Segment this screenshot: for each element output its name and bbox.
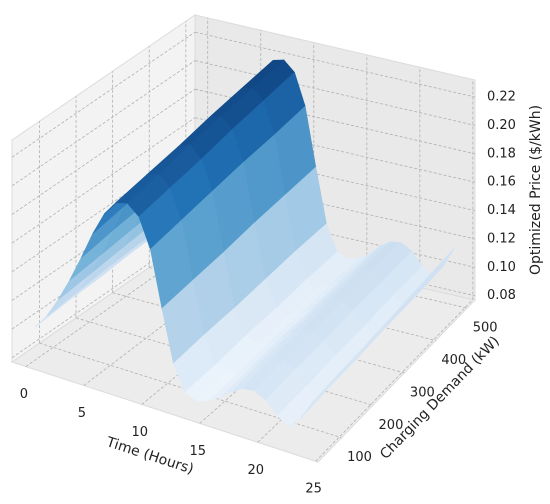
grid-line [315,299,474,462]
grid-line [11,145,196,273]
grid-line [185,241,468,309]
z-tick-label: 0.10 [487,260,516,275]
z-tick-label: 0.08 [487,288,516,303]
y-tick-label: 300 [410,385,435,400]
y-tick-label: 200 [379,418,404,433]
y-tick-label: 400 [441,353,466,368]
z-tick-label: 0.16 [487,175,516,190]
x-tick-label: 15 [189,444,206,459]
x-tick-label: 25 [305,482,322,497]
surface-patch [300,371,341,419]
y-tick-label: 100 [347,450,372,465]
grid-line [11,60,196,187]
x-tick-label: 0 [20,387,28,402]
grid-line [11,31,196,158]
grid-line [194,31,476,98]
z-axis-label: Optimized Price ($/kWh) [528,105,544,275]
grid-line [39,342,342,439]
x-axis-label: Time (Hours) [103,434,195,478]
y-tick-label: 500 [473,321,498,336]
x-tick-label: 20 [247,463,264,478]
x-tick-label: 5 [78,406,86,421]
x-tick-label: 10 [132,425,149,440]
z-tick-label: 0.22 [487,90,516,105]
z-tick-label: 0.18 [487,146,516,161]
grid-line [11,117,196,244]
z-tick-label: 0.20 [487,118,516,133]
grid-line [11,88,196,215]
z-tick-label: 0.12 [487,231,516,246]
z-tick-label: 0.14 [487,203,516,218]
grid-line [194,60,476,126]
